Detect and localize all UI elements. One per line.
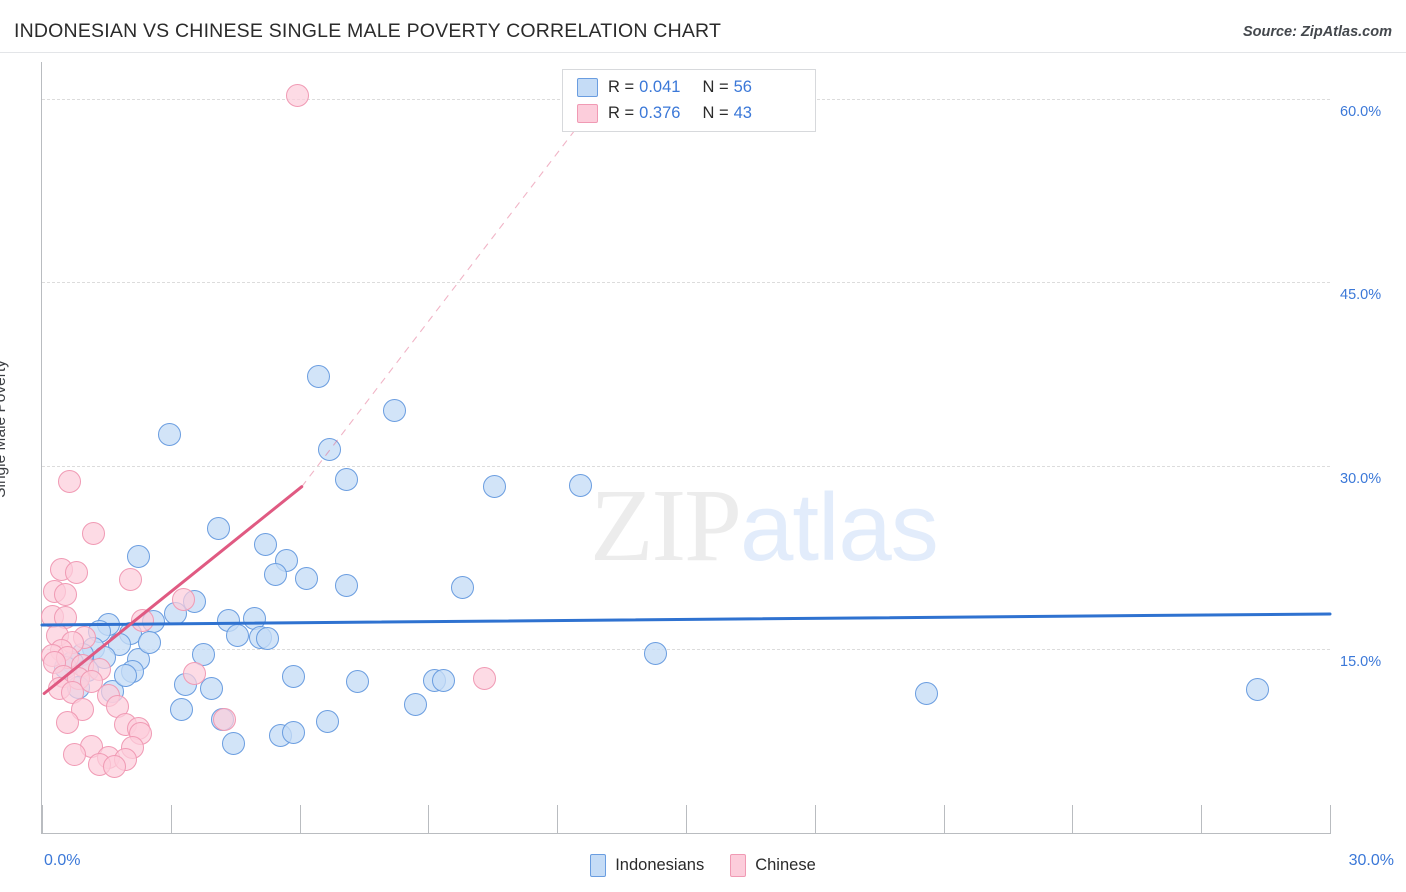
x-axis-tick bbox=[428, 805, 429, 833]
data-point-chinese[interactable] bbox=[79, 669, 103, 693]
data-point-indonesians[interactable] bbox=[307, 365, 331, 389]
stats-n-value-indonesians: 56 bbox=[733, 78, 752, 96]
data-point-indonesians[interactable] bbox=[644, 641, 668, 665]
data-point-indonesians[interactable] bbox=[569, 473, 593, 497]
stats-n-key-chinese: N = bbox=[702, 104, 729, 122]
legend-label-indonesians: Indonesians bbox=[615, 855, 705, 874]
y-axis-label-150: 15.0% bbox=[1340, 654, 1382, 671]
data-point-indonesians[interactable] bbox=[253, 532, 277, 556]
data-point-indonesians[interactable] bbox=[335, 574, 359, 598]
stats-row-indonesians: R = 0.041 N = 56 bbox=[577, 75, 815, 101]
trendline-chinese bbox=[42, 485, 304, 695]
data-point-indonesians[interactable] bbox=[281, 664, 305, 688]
data-point-chinese[interactable] bbox=[285, 83, 309, 107]
data-point-chinese[interactable] bbox=[56, 711, 80, 735]
legend-swatch-chinese bbox=[730, 853, 747, 877]
x-axis-tick bbox=[42, 805, 43, 833]
stats-swatch-indonesians bbox=[577, 78, 598, 97]
legend-label-chinese: Chinese bbox=[755, 855, 816, 874]
data-point-indonesians[interactable] bbox=[318, 438, 342, 462]
data-point-chinese[interactable] bbox=[54, 582, 78, 606]
data-point-indonesians[interactable] bbox=[914, 681, 938, 705]
data-point-indonesians[interactable] bbox=[127, 544, 151, 568]
data-point-indonesians[interactable] bbox=[221, 732, 245, 756]
data-point-indonesians[interactable] bbox=[170, 697, 194, 721]
data-point-chinese[interactable] bbox=[212, 707, 236, 731]
data-point-chinese[interactable] bbox=[118, 568, 142, 592]
x-axis-tick bbox=[557, 805, 558, 833]
stats-r-value-indonesians: 0.041 bbox=[639, 78, 681, 96]
stats-r-value-chinese: 0.376 bbox=[639, 104, 681, 122]
data-point-indonesians[interactable] bbox=[158, 422, 182, 446]
stats-n-value-chinese: 43 bbox=[733, 104, 752, 122]
data-point-indonesians[interactable] bbox=[294, 566, 318, 590]
y-axis-line bbox=[41, 62, 42, 833]
gridline-150 bbox=[42, 649, 1330, 651]
legend-item-chinese[interactable]: Chinese bbox=[730, 853, 816, 877]
data-point-indonesians[interactable] bbox=[483, 475, 507, 499]
data-point-indonesians[interactable] bbox=[335, 467, 359, 491]
data-point-chinese[interactable] bbox=[62, 743, 86, 767]
trendline-extension-chinese bbox=[301, 80, 614, 487]
data-point-indonesians[interactable] bbox=[206, 516, 230, 540]
x-axis-line bbox=[41, 833, 1331, 834]
page-title: INDONESIAN VS CHINESE SINGLE MALE POVERT… bbox=[14, 20, 722, 42]
header-divider bbox=[0, 52, 1406, 53]
data-point-indonesians[interactable] bbox=[1245, 678, 1269, 702]
data-point-indonesians[interactable] bbox=[264, 563, 288, 587]
stats-n-key-indonesians: N = bbox=[702, 78, 729, 96]
data-point-indonesians[interactable] bbox=[431, 668, 455, 692]
x-axis-tick bbox=[300, 805, 301, 833]
stats-r-key-chinese: R = bbox=[608, 104, 635, 122]
legend-item-indonesians[interactable]: Indonesians bbox=[590, 853, 705, 877]
data-point-indonesians[interactable] bbox=[316, 710, 339, 734]
data-point-chinese[interactable] bbox=[103, 755, 127, 779]
legend-swatch-indonesians bbox=[590, 853, 607, 877]
x-axis-tick bbox=[686, 805, 687, 833]
data-point-chinese[interactable] bbox=[82, 521, 106, 545]
data-point-chinese[interactable] bbox=[58, 470, 82, 494]
data-point-indonesians[interactable] bbox=[114, 663, 138, 687]
data-point-indonesians[interactable] bbox=[200, 677, 224, 701]
x-axis-tick bbox=[1330, 805, 1331, 833]
x-axis-tick bbox=[1201, 805, 1202, 833]
data-point-indonesians[interactable] bbox=[281, 721, 305, 745]
data-point-indonesians[interactable] bbox=[137, 630, 161, 654]
x-axis-tick bbox=[1072, 805, 1073, 833]
data-point-chinese[interactable] bbox=[472, 667, 496, 691]
data-point-indonesians[interactable] bbox=[346, 669, 370, 693]
data-point-indonesians[interactable] bbox=[255, 626, 279, 650]
stats-r-key-indonesians: R = bbox=[608, 78, 635, 96]
y-axis-label-300: 30.0% bbox=[1340, 470, 1382, 487]
stats-swatch-chinese bbox=[577, 104, 598, 123]
data-point-indonesians[interactable] bbox=[225, 624, 249, 648]
y-axis-label-600: 60.0% bbox=[1340, 103, 1382, 120]
data-point-indonesians[interactable] bbox=[404, 693, 428, 716]
x-axis-min-label: 0.0% bbox=[44, 852, 81, 869]
trendline-indonesians bbox=[40, 612, 1332, 627]
source-attribution: Source: ZipAtlas.com bbox=[1242, 24, 1392, 40]
series-legend: Indonesians Chinese bbox=[0, 851, 1406, 879]
data-point-chinese[interactable] bbox=[182, 662, 206, 686]
gridline-300 bbox=[42, 465, 1330, 467]
correlation-stats-box: R = 0.041 N = 56 R = 0.376 N = 43 bbox=[562, 69, 816, 132]
x-axis-max-label: 30.0% bbox=[1348, 852, 1394, 869]
data-point-chinese[interactable] bbox=[131, 608, 155, 632]
y-axis-label-450: 45.0% bbox=[1340, 287, 1382, 304]
data-point-indonesians[interactable] bbox=[451, 575, 475, 599]
x-axis-tick bbox=[815, 805, 816, 833]
gridline-450 bbox=[42, 282, 1330, 284]
x-axis-tick bbox=[171, 805, 172, 833]
data-point-indonesians[interactable] bbox=[382, 399, 406, 423]
data-point-chinese[interactable] bbox=[172, 587, 196, 611]
x-axis-tick bbox=[944, 805, 945, 833]
data-point-chinese[interactable] bbox=[64, 560, 88, 584]
stats-row-chinese: R = 0.376 N = 43 bbox=[577, 101, 815, 127]
